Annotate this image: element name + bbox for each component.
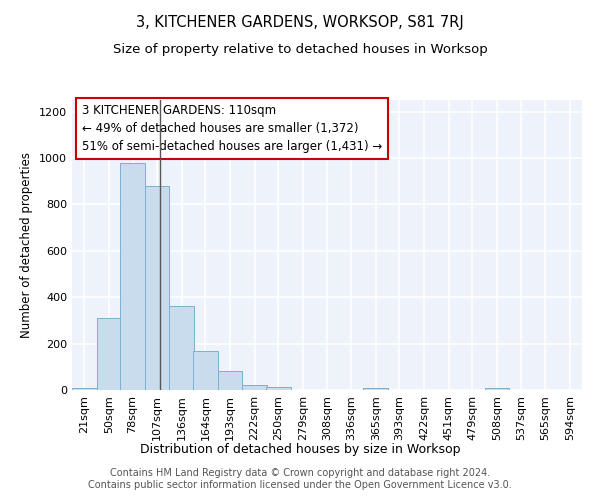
Text: 3, KITCHENER GARDENS, WORKSOP, S81 7RJ: 3, KITCHENER GARDENS, WORKSOP, S81 7RJ	[136, 15, 464, 30]
Bar	[193, 350, 218, 390]
Text: 3 KITCHENER GARDENS: 110sqm
← 49% of detached houses are smaller (1,372)
51% of : 3 KITCHENER GARDENS: 110sqm ← 49% of det…	[82, 104, 382, 154]
Text: Distribution of detached houses by size in Worksop: Distribution of detached houses by size …	[140, 442, 460, 456]
Bar	[242, 385, 267, 390]
Bar	[72, 388, 97, 390]
Bar	[218, 372, 242, 390]
Bar	[120, 162, 145, 390]
Text: Size of property relative to detached houses in Worksop: Size of property relative to detached ho…	[113, 42, 487, 56]
Bar	[145, 186, 169, 390]
Bar	[169, 306, 194, 390]
Bar	[485, 388, 509, 390]
Bar	[97, 318, 121, 390]
Text: Contains HM Land Registry data © Crown copyright and database right 2024.
Contai: Contains HM Land Registry data © Crown c…	[88, 468, 512, 490]
Y-axis label: Number of detached properties: Number of detached properties	[20, 152, 34, 338]
Bar	[364, 388, 388, 390]
Bar	[266, 387, 290, 390]
